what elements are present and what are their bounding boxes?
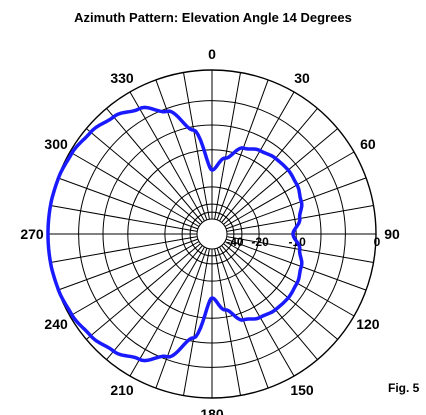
grid-spoke (57, 238, 199, 291)
grid-spoke (219, 91, 295, 222)
grid-spoke (86, 128, 201, 225)
grid-spoke (129, 246, 205, 377)
grid-spoke (221, 245, 318, 360)
grid-spoke (223, 128, 338, 225)
angle-labels: 0 30 60 90 120 150 180 210 240 270 300 330 (20, 46, 400, 415)
angle-tick-label: 180 (200, 406, 224, 415)
grid-spoke (50, 205, 198, 232)
angle-tick-label: 30 (294, 70, 310, 86)
grid-spoke (219, 246, 295, 377)
radial-db-label: -20 (251, 235, 269, 249)
angle-tick-label: 240 (44, 316, 68, 332)
grid-spoke (214, 72, 241, 220)
grid-spoke (86, 243, 201, 340)
grid-spoke (69, 241, 200, 317)
grid-spoke (50, 236, 198, 263)
grid-spoke (225, 177, 367, 230)
angle-tick-label: 60 (360, 136, 376, 152)
radial-db-label: -40 (226, 235, 244, 249)
grid-spoke (57, 177, 199, 230)
grid-spoke (155, 79, 208, 221)
grid-spoke (155, 247, 208, 389)
pattern-series (46, 105, 304, 363)
grid-spoke (69, 151, 200, 227)
angle-tick-label: 300 (44, 136, 68, 152)
angle-tick-label: 90 (384, 226, 400, 242)
radial-db-label: 0 (374, 235, 381, 249)
grid-spoke (224, 241, 355, 317)
grid-spoke (223, 243, 338, 340)
grid-spoke (214, 248, 241, 396)
angle-tick-label: 210 (110, 382, 134, 398)
chart-title: Azimuth Pattern: Elevation Angle 14 Degr… (74, 10, 352, 25)
grid-spoke (224, 151, 355, 227)
grid-spoke (221, 108, 318, 223)
grid-spoke (183, 72, 210, 220)
grid-spoke (106, 108, 203, 223)
grid-spoke (225, 238, 367, 291)
grid-spoke (216, 247, 269, 389)
grid-spoke (183, 248, 210, 396)
grid-circle-inner (196, 218, 228, 250)
angle-tick-label: 0 (208, 46, 216, 62)
angle-tick-label: 270 (20, 226, 44, 242)
angle-tick-label: 330 (110, 70, 134, 86)
angle-tick-label: 150 (290, 382, 314, 398)
grid-spoke (129, 91, 205, 222)
figure-label: Fig. 5 (388, 381, 420, 395)
grid-spoke (106, 245, 203, 360)
radial-db-labels: 0-10-20-40 (226, 235, 380, 249)
polar-grid (47, 69, 377, 399)
angle-tick-label: 120 (356, 316, 380, 332)
grid-spoke (216, 79, 269, 221)
